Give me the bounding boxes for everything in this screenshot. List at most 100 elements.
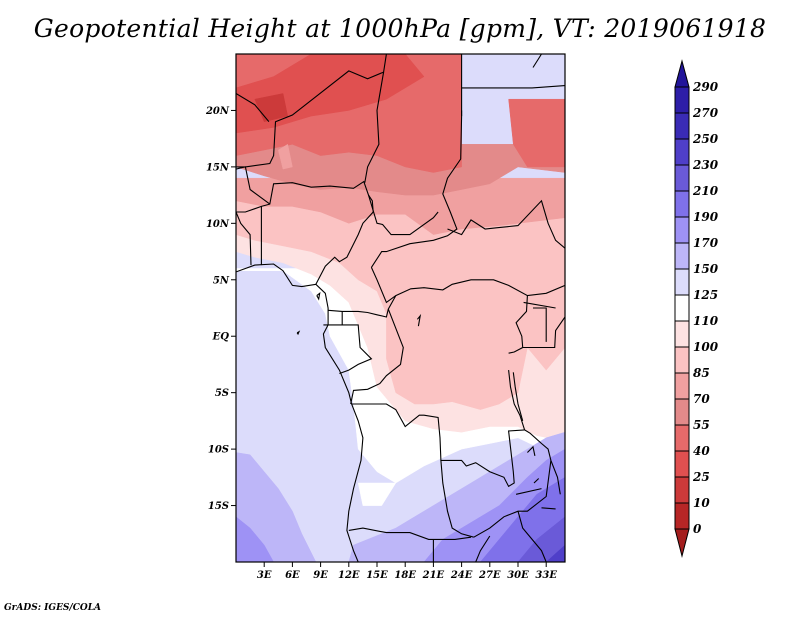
colorbar: 0 10 25 40 55 70 85 100 110 125 150 170 190 210 230 250… [674,59,719,558]
map-shading [236,54,565,562]
colorbar-label: 10 [693,496,710,510]
colorbar-box [674,294,690,322]
border-line [328,295,397,318]
border-line [351,403,525,488]
border-line [527,445,536,457]
border-line [236,166,271,205]
border-line [517,511,547,562]
x-tick-label: 27E [478,570,501,581]
colorbar-label: 25 [692,470,710,484]
colorbar-label: 190 [693,210,719,224]
border-line [532,54,542,68]
border-line [416,313,422,327]
colorbar-box [674,424,690,452]
shade-region [508,98,565,168]
border-line [515,488,542,495]
shade-region [236,177,565,235]
border-line [364,72,385,183]
border-line [512,372,524,422]
colorbar-label: 40 [693,444,710,458]
colorbar-box [674,216,690,244]
border-line [236,93,270,123]
border-line [461,85,565,89]
border-line [350,308,404,405]
border-line [348,527,472,540]
colorbar-box [674,476,690,504]
border-line [533,478,540,484]
country-borders [236,54,565,562]
colorbar-label: 55 [693,418,710,432]
colorbar-label: 230 [692,158,719,172]
x-tick-label: 9E [313,570,328,581]
grads-credit: GrADS: IGES/COLA [4,603,102,613]
y-tick-label: 10N [206,219,230,230]
border-line [541,507,556,510]
border-line [370,267,565,304]
border-line [508,295,528,354]
border-line [236,211,252,266]
border-line [367,194,439,236]
x-tick-label: 21E [422,570,445,581]
colorbar-box [674,450,690,478]
colorbar-label: 150 [693,262,719,276]
colorbar-box [674,242,690,270]
shade-region [545,544,565,562]
y-tick-label: 5S [215,388,229,399]
colorbar-label: 270 [692,106,719,120]
y-axis: 20N 15N 10N 5N EQ 5S 10S 15S [205,106,236,512]
colorbar-box [674,86,690,114]
y-tick-label: 20N [205,106,230,117]
x-tick-label: 6E [285,570,300,581]
border-line [440,460,474,538]
y-tick-label: EQ [212,332,230,343]
border-line [316,291,321,301]
colorbar-box [674,346,690,374]
border-line [339,324,373,375]
colorbar-box [674,320,690,348]
border-line [370,54,463,268]
colorbar-label: 100 [693,340,719,354]
border-line [236,263,364,562]
map-frame [235,53,566,563]
shade-region [236,452,317,562]
colorbar-label: 0 [693,522,702,536]
shade-region [236,516,274,562]
x-tick-label: 33E [535,570,557,581]
y-tick-label: 15S [208,501,229,512]
colorbar-box [674,502,690,530]
x-tick-label: 18E [394,570,416,581]
border-line [447,199,565,249]
y-tick-label: 15N [206,162,230,173]
colorbar-box [674,268,690,296]
colorbar-box [674,164,690,192]
colorbar-label: 125 [693,288,718,302]
border-line [522,316,565,349]
colorbar-box [674,190,690,218]
shade-region [236,200,565,410]
colorbar-box [674,138,690,166]
colorbar-box [674,112,690,140]
x-axis: 3E 6E 9E 12E 15E 18E 21E 24E 27E 30E 33E [257,562,557,581]
border-line [508,370,561,495]
border-line [533,307,547,342]
y-tick-label: 10S [208,445,229,456]
border-line [523,301,556,309]
border-line [475,535,491,562]
border-line [296,330,301,336]
shade-region [357,482,397,506]
colorbar-label: 210 [692,184,719,198]
shade-region [236,144,565,196]
x-tick-label: 30E [507,570,529,581]
x-tick-label: 12E [338,570,360,581]
colorbar-label: 110 [693,314,719,328]
colorbar-arrow-low [674,528,690,558]
x-tick-label: 3E [257,570,272,581]
y-tick-label: 5N [213,275,230,286]
colorbar-label: 290 [692,80,719,94]
colorbar-box [674,398,690,426]
colorbar-box [674,372,690,400]
shade-region [517,516,565,562]
colorbar-label: 170 [693,236,719,250]
x-tick-label: 24E [450,570,473,581]
